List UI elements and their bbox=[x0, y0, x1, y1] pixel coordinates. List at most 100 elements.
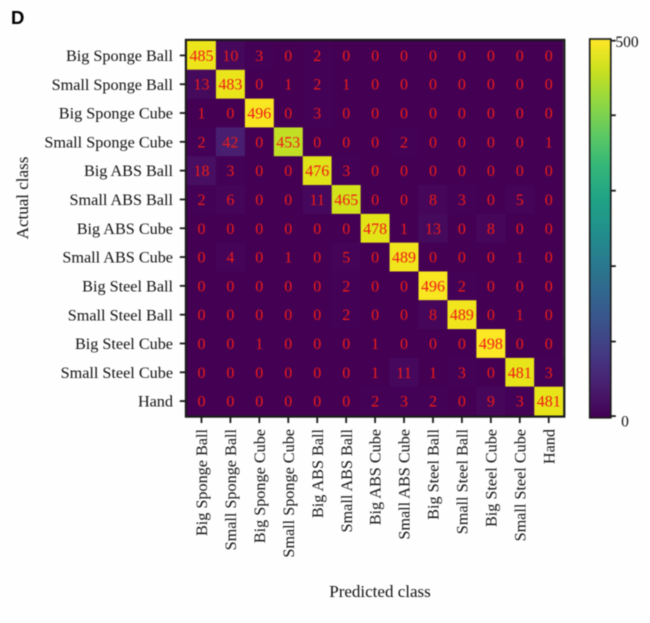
svg-text:Big Sponge Cube: Big Sponge Cube bbox=[251, 429, 269, 543]
svg-text:0: 0 bbox=[342, 394, 350, 411]
svg-text:0: 0 bbox=[371, 250, 379, 267]
svg-text:18: 18 bbox=[194, 163, 210, 180]
svg-text:Small Sponge Ball: Small Sponge Ball bbox=[222, 428, 240, 550]
svg-text:1: 1 bbox=[284, 77, 292, 94]
svg-text:Small Steel Ball: Small Steel Ball bbox=[454, 429, 472, 535]
svg-text:0: 0 bbox=[516, 106, 524, 123]
svg-text:496: 496 bbox=[247, 106, 271, 123]
svg-text:0: 0 bbox=[255, 77, 263, 94]
svg-text:0: 0 bbox=[371, 192, 379, 209]
svg-text:Small Steel Ball: Small Steel Ball bbox=[68, 306, 174, 324]
svg-text:Big Steel Ball: Big Steel Ball bbox=[425, 429, 443, 520]
svg-text:8: 8 bbox=[429, 192, 437, 209]
svg-text:0: 0 bbox=[371, 77, 379, 94]
svg-text:485: 485 bbox=[190, 48, 214, 65]
svg-text:0: 0 bbox=[429, 134, 437, 151]
svg-text:0: 0 bbox=[371, 106, 379, 123]
svg-text:Small ABS Ball: Small ABS Ball bbox=[338, 429, 356, 533]
svg-text:1: 1 bbox=[371, 365, 379, 382]
svg-text:0: 0 bbox=[429, 163, 437, 180]
svg-text:0: 0 bbox=[226, 394, 234, 411]
svg-text:0: 0 bbox=[545, 250, 553, 267]
svg-text:0: 0 bbox=[198, 250, 206, 267]
svg-text:0: 0 bbox=[458, 106, 466, 123]
svg-text:0: 0 bbox=[458, 394, 466, 411]
svg-text:0: 0 bbox=[313, 336, 321, 353]
svg-text:465: 465 bbox=[334, 192, 358, 209]
svg-text:0: 0 bbox=[255, 307, 263, 324]
svg-text:8: 8 bbox=[429, 307, 437, 324]
svg-text:0: 0 bbox=[458, 134, 466, 151]
svg-text:478: 478 bbox=[363, 221, 387, 238]
svg-text:3: 3 bbox=[400, 394, 408, 411]
svg-text:11: 11 bbox=[309, 192, 324, 209]
svg-text:0: 0 bbox=[313, 278, 321, 295]
svg-text:0: 0 bbox=[400, 336, 408, 353]
svg-text:2: 2 bbox=[342, 307, 350, 324]
svg-text:0: 0 bbox=[400, 163, 408, 180]
svg-text:Actual class: Actual class bbox=[13, 157, 32, 240]
svg-text:3: 3 bbox=[342, 163, 350, 180]
svg-text:0: 0 bbox=[487, 307, 495, 324]
svg-text:0: 0 bbox=[284, 163, 292, 180]
svg-text:453: 453 bbox=[276, 134, 300, 151]
svg-text:2: 2 bbox=[198, 192, 206, 209]
svg-text:Big Sponge Ball: Big Sponge Ball bbox=[66, 47, 174, 65]
svg-text:0: 0 bbox=[487, 77, 495, 94]
svg-text:0: 0 bbox=[284, 192, 292, 209]
svg-text:2: 2 bbox=[458, 278, 466, 295]
svg-text:489: 489 bbox=[450, 307, 474, 324]
svg-text:476: 476 bbox=[305, 163, 329, 180]
svg-text:0: 0 bbox=[545, 192, 553, 209]
svg-text:3: 3 bbox=[516, 394, 524, 411]
svg-text:1: 1 bbox=[400, 221, 408, 238]
svg-text:0: 0 bbox=[545, 221, 553, 238]
svg-text:Big Steel Cube: Big Steel Cube bbox=[483, 429, 501, 527]
svg-text:0: 0 bbox=[458, 48, 466, 65]
svg-text:1: 1 bbox=[429, 365, 437, 382]
svg-text:489: 489 bbox=[392, 250, 416, 267]
svg-text:1: 1 bbox=[545, 134, 553, 151]
svg-text:0: 0 bbox=[516, 48, 524, 65]
svg-text:1: 1 bbox=[342, 77, 350, 94]
svg-text:0: 0 bbox=[284, 365, 292, 382]
svg-text:0: 0 bbox=[400, 192, 408, 209]
svg-text:0: 0 bbox=[371, 307, 379, 324]
svg-text:0: 0 bbox=[226, 365, 234, 382]
svg-text:483: 483 bbox=[218, 77, 242, 94]
svg-text:11: 11 bbox=[396, 365, 411, 382]
svg-text:3: 3 bbox=[458, 192, 466, 209]
svg-text:1: 1 bbox=[255, 336, 263, 353]
svg-text:1: 1 bbox=[516, 250, 524, 267]
svg-text:0: 0 bbox=[198, 307, 206, 324]
svg-text:0: 0 bbox=[198, 278, 206, 295]
svg-text:Big Steel Ball: Big Steel Ball bbox=[82, 278, 173, 296]
svg-text:3: 3 bbox=[313, 106, 321, 123]
svg-text:0: 0 bbox=[487, 134, 495, 151]
svg-text:2: 2 bbox=[400, 134, 408, 151]
svg-text:5: 5 bbox=[516, 192, 524, 209]
svg-text:Hand: Hand bbox=[540, 429, 558, 464]
svg-text:0: 0 bbox=[313, 365, 321, 382]
svg-text:5: 5 bbox=[342, 250, 350, 267]
svg-text:0: 0 bbox=[313, 307, 321, 324]
svg-text:2: 2 bbox=[313, 77, 321, 94]
svg-text:0: 0 bbox=[255, 250, 263, 267]
svg-text:0: 0 bbox=[458, 77, 466, 94]
svg-text:Big ABS Cube: Big ABS Cube bbox=[367, 429, 385, 525]
svg-text:0: 0 bbox=[284, 106, 292, 123]
svg-text:0: 0 bbox=[342, 106, 350, 123]
svg-text:Hand: Hand bbox=[138, 393, 173, 411]
svg-text:3: 3 bbox=[458, 365, 466, 382]
svg-text:0: 0 bbox=[458, 163, 466, 180]
svg-text:0: 0 bbox=[255, 192, 263, 209]
svg-text:0: 0 bbox=[226, 307, 234, 324]
svg-text:2: 2 bbox=[313, 48, 321, 65]
svg-text:0: 0 bbox=[255, 278, 263, 295]
svg-text:Small Steel Cube: Small Steel Cube bbox=[511, 429, 529, 541]
svg-text:0: 0 bbox=[545, 106, 553, 123]
svg-text:0: 0 bbox=[313, 250, 321, 267]
svg-text:Small ABS Cube: Small ABS Cube bbox=[62, 249, 173, 267]
svg-text:0: 0 bbox=[400, 278, 408, 295]
svg-text:0: 0 bbox=[342, 48, 350, 65]
